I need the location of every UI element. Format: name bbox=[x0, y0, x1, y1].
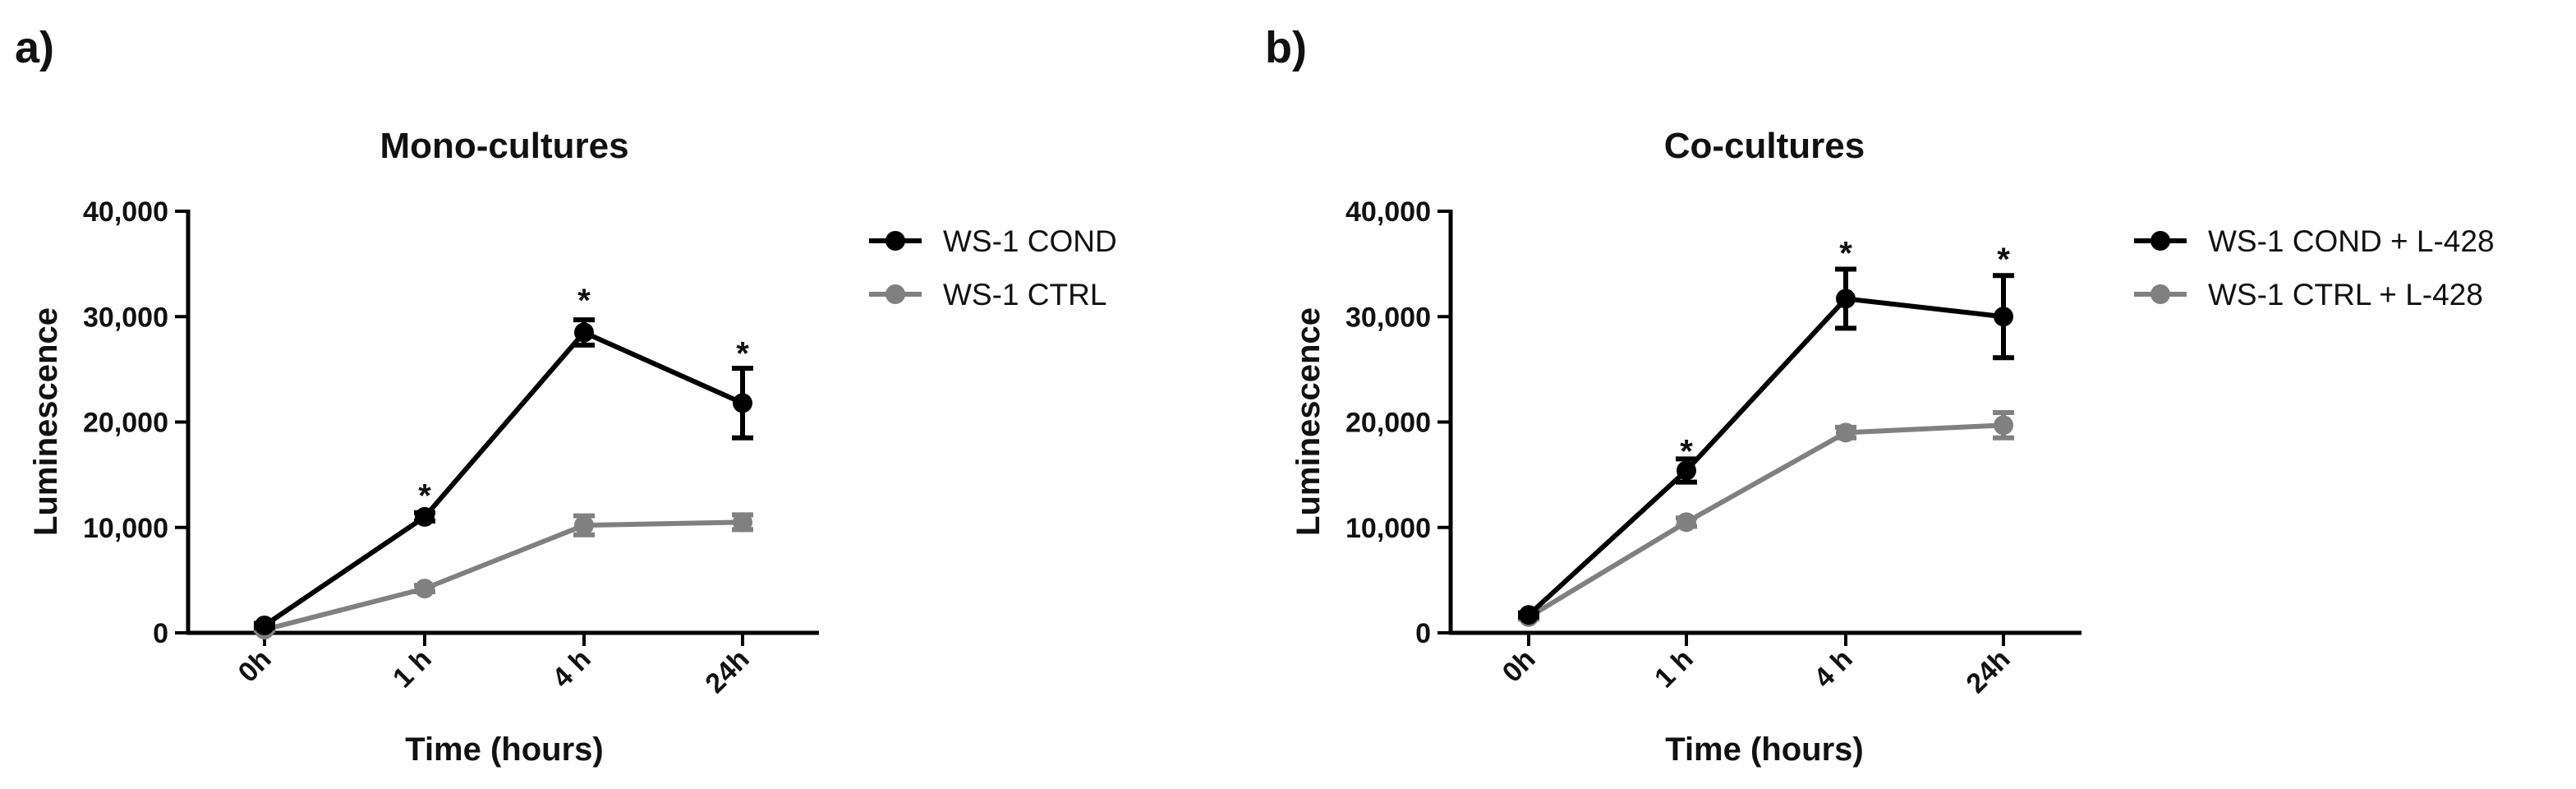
y-tick-label: 40,000 bbox=[83, 196, 168, 228]
data-point bbox=[415, 506, 435, 527]
chart-svg-b: b) Co-cultures Time (hours) Luminescence… bbox=[1265, 23, 2495, 768]
significance-star: * bbox=[1839, 235, 1852, 271]
series-line bbox=[264, 519, 743, 633]
data-point bbox=[574, 322, 594, 343]
x-tick-label: 1 h bbox=[387, 644, 438, 694]
y-tick-label: 10,000 bbox=[1346, 513, 1431, 544]
series-line bbox=[263, 330, 744, 628]
panel-label: b) bbox=[1265, 23, 1307, 72]
plot-area: 0 10,000 20,000 30,000 40,000 0h 1 h 4 h 24h * * * W… bbox=[1346, 196, 2495, 699]
data-point bbox=[1677, 460, 1696, 481]
y-tick-label: 20,000 bbox=[1346, 408, 1431, 439]
plot-area: 0 10,000 20,000 30,000 40,000 0h 1 h 4 h 24h * * * W… bbox=[83, 196, 1117, 699]
data-point bbox=[733, 512, 752, 533]
data-point bbox=[1994, 415, 2013, 436]
x-axis-label: Time (hours) bbox=[1665, 731, 1864, 768]
legend-swatch-marker bbox=[886, 231, 905, 251]
significance-star: * bbox=[418, 478, 431, 514]
significance-star: * bbox=[1680, 434, 1693, 470]
legend-label: WS-1 COND bbox=[943, 224, 1117, 258]
legend-swatch-marker bbox=[886, 284, 905, 304]
significance-star: * bbox=[1997, 242, 2010, 278]
y-tick-label: 0 bbox=[153, 618, 168, 649]
legend-label: WS-1 CTRL bbox=[943, 278, 1106, 311]
data-point bbox=[1994, 307, 2013, 327]
data-point bbox=[1519, 605, 1539, 625]
y-tick-label: 0 bbox=[1415, 618, 1431, 649]
x-tick-label: 4 h bbox=[1808, 644, 1859, 694]
legend-label: WS-1 COND + L-428 bbox=[2208, 224, 2495, 258]
data-point bbox=[415, 579, 435, 599]
chart-panel-a: a) Mono-cultures Time (hours) Luminescen… bbox=[0, 0, 1288, 785]
y-tick-label: 30,000 bbox=[83, 302, 168, 333]
chart-title: Co-cultures bbox=[1664, 126, 1865, 166]
legend-swatch-marker bbox=[2150, 284, 2170, 304]
legend-label: WS-1 CTRL + L-428 bbox=[2208, 278, 2483, 311]
significance-star: * bbox=[736, 335, 749, 371]
chart-title: Mono-cultures bbox=[380, 126, 628, 166]
x-tick-label: 24h bbox=[699, 644, 755, 699]
chart-svg-a: a) Mono-cultures Time (hours) Luminescen… bbox=[15, 23, 1117, 768]
panel-label: a) bbox=[15, 23, 54, 72]
series-line bbox=[1526, 296, 2004, 617]
y-tick-label: 10,000 bbox=[83, 513, 168, 544]
y-tick-label: 20,000 bbox=[83, 408, 168, 439]
x-tick-label: 1 h bbox=[1649, 644, 1700, 694]
x-tick-label: 0h bbox=[1497, 644, 1542, 689]
data-point bbox=[574, 515, 594, 536]
data-point bbox=[733, 393, 752, 413]
data-point bbox=[255, 616, 274, 636]
data-point bbox=[1836, 288, 1856, 309]
y-tick-label: 30,000 bbox=[1346, 302, 1431, 333]
data-point bbox=[1836, 422, 1856, 443]
y-tick-label: 40,000 bbox=[1346, 196, 1431, 228]
x-tick-label: 0h bbox=[232, 644, 278, 689]
series-line bbox=[1527, 422, 2004, 620]
x-axis-label: Time (hours) bbox=[405, 731, 604, 768]
y-axis-label: Luminescence bbox=[1290, 307, 1327, 536]
data-point bbox=[1677, 512, 1696, 533]
significance-star: * bbox=[577, 283, 591, 319]
y-axis-label: Luminescence bbox=[28, 307, 64, 536]
x-tick-label: 4 h bbox=[546, 644, 597, 694]
x-tick-label: 24h bbox=[1960, 644, 2016, 699]
legend-swatch-marker bbox=[2150, 231, 2170, 251]
chart-panel-b: b) Co-cultures Time (hours) Luminescence… bbox=[1265, 0, 2553, 785]
